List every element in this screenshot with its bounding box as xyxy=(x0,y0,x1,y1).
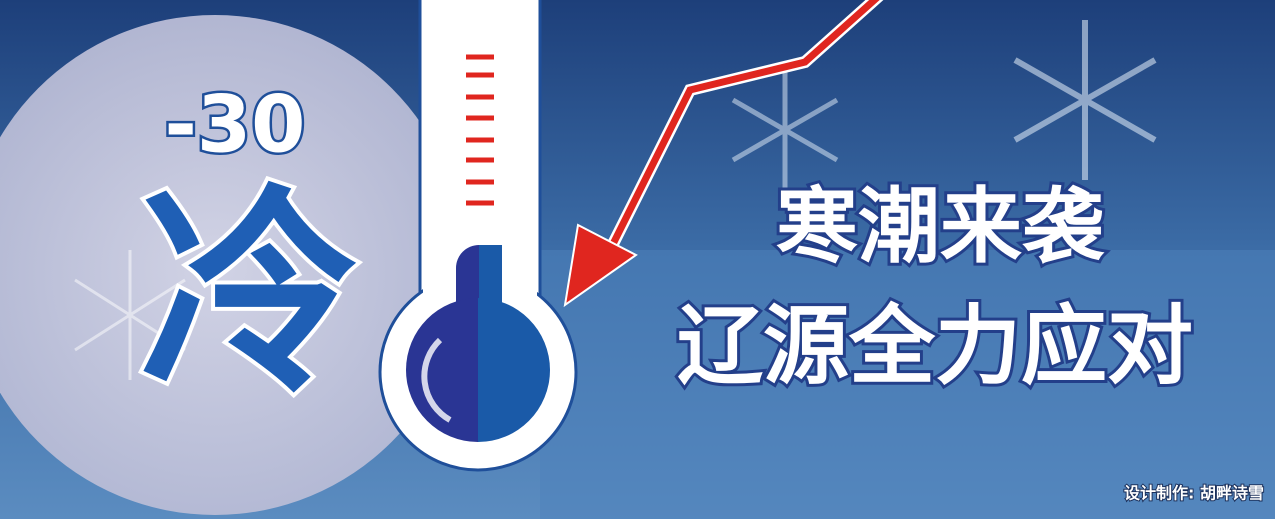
snow-ground xyxy=(540,250,1275,519)
snowflake xyxy=(74,250,186,380)
snowflake xyxy=(1013,20,1157,180)
left-circle xyxy=(0,15,465,515)
red-arrow xyxy=(563,0,884,308)
temperature: -30 xyxy=(165,80,306,170)
cold-character: 冷 xyxy=(140,166,360,422)
credit: 设计制作: 胡畔诗雪 xyxy=(1124,484,1264,503)
snowflake xyxy=(731,70,839,190)
thermometer xyxy=(378,0,578,472)
subhead: 辽源全力应对 xyxy=(677,296,1193,396)
headline: 寒潮来袭 xyxy=(776,179,1105,274)
